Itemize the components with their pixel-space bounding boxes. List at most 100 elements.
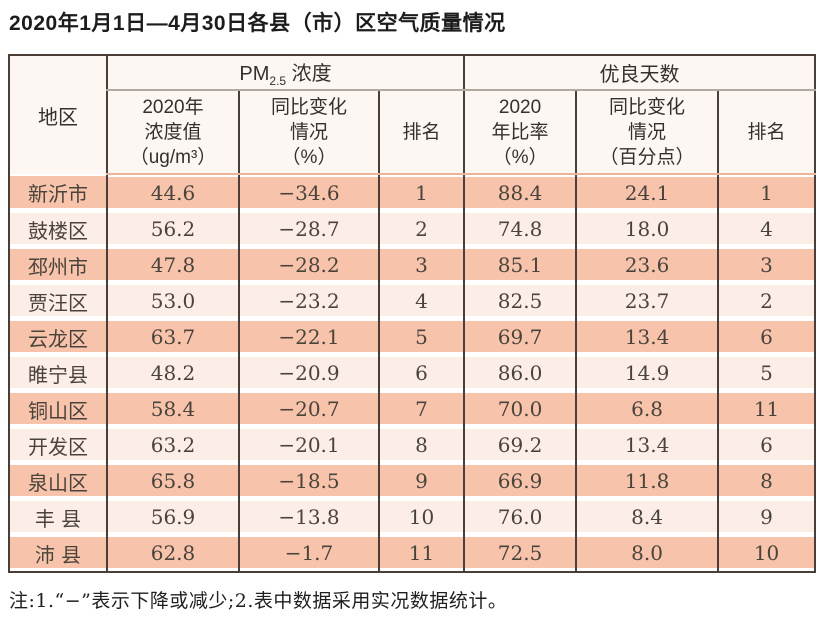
- cell-good-change: 6.8: [575, 391, 719, 428]
- cell-good-rank: 3: [717, 247, 816, 284]
- cell-pm-rank: 7: [377, 391, 465, 428]
- cell-good-rate: 69.2: [463, 427, 577, 464]
- cell-good-rate: 88.4: [463, 174, 577, 212]
- cell-good-rate: 74.8: [463, 211, 577, 248]
- cell-good-change: 24.1: [575, 174, 719, 212]
- cell-good-rate: 82.5: [463, 283, 577, 320]
- cell-pm-value: 48.2: [106, 355, 239, 392]
- cell-pm-rank: 5: [377, 319, 465, 356]
- table-row: 贾汪区 53.0 −23.2 4 82.5 23.7 2: [9, 283, 816, 320]
- cell-good-rate: 72.5: [463, 535, 577, 573]
- cell-good-rank: 6: [717, 427, 816, 464]
- cell-pm-change: −13.8: [238, 499, 379, 536]
- cell-good-rate: 69.7: [463, 319, 577, 356]
- cell-pm-change: −20.9: [238, 355, 379, 392]
- cell-pm-value: 56.9: [106, 499, 239, 536]
- cell-region: 鼓楼区: [9, 211, 107, 248]
- cell-pm-rank: 9: [377, 463, 465, 500]
- cell-good-rank: 1: [717, 174, 816, 212]
- cell-region: 新沂市: [9, 174, 107, 212]
- cell-pm-value: 47.8: [106, 247, 239, 284]
- cell-good-rank: 11: [717, 391, 816, 428]
- pm25-label-suffix: 浓度: [286, 63, 332, 86]
- cell-good-change: 14.9: [575, 355, 719, 392]
- table-row: 云龙区 63.7 −22.1 5 69.7 13.4 6: [9, 319, 816, 356]
- cell-pm-value: 63.7: [106, 319, 239, 356]
- col-header-good-change: 同比变化 情况 （百分点）: [575, 90, 719, 176]
- cell-good-change: 13.4: [575, 319, 719, 356]
- cell-good-rank: 6: [717, 319, 816, 356]
- table-row: 沛 县 62.8 −1.7 11 72.5 8.0 10: [9, 535, 816, 573]
- cell-pm-value: 53.0: [106, 283, 239, 320]
- table-row: 新沂市 44.6 −34.6 1 88.4 24.1 1: [9, 174, 816, 212]
- cell-good-change: 8.4: [575, 499, 719, 536]
- cell-pm-change: −28.7: [238, 211, 379, 248]
- cell-good-rate: 85.1: [463, 247, 577, 284]
- cell-region: 云龙区: [9, 319, 107, 356]
- col-header-region: 地区: [9, 55, 107, 175]
- cell-good-rank: 10: [717, 535, 816, 573]
- cell-good-rank: 4: [717, 211, 816, 248]
- footnote: 注:1.“−”表示下降或减少;2.表中数据采用实况数据统计。: [9, 590, 508, 613]
- cell-pm-change: −1.7: [238, 535, 379, 573]
- table-row: 泉山区 65.8 −18.5 9 66.9 11.8 8: [9, 463, 816, 500]
- table-row: 鼓楼区 56.2 −28.7 2 74.8 18.0 4: [9, 211, 816, 248]
- table-row: 睢宁县 48.2 −20.9 6 86.0 14.9 5: [9, 355, 816, 392]
- cell-good-rate: 66.9: [463, 463, 577, 500]
- table-row: 邳州市 47.8 −28.2 3 85.1 23.6 3: [9, 247, 816, 284]
- cell-region: 邳州市: [9, 247, 107, 284]
- cell-good-change: 11.8: [575, 463, 719, 500]
- cell-good-rank: 5: [717, 355, 816, 392]
- cell-good-rank: 8: [717, 463, 816, 500]
- page-title: 2020年1月1日—4月30日各县（市）区空气质量情况: [9, 12, 506, 35]
- cell-pm-change: −22.1: [238, 319, 379, 356]
- cell-pm-rank: 8: [377, 427, 465, 464]
- table-row: 丰 县 56.9 −13.8 10 76.0 8.4 9: [9, 499, 816, 536]
- table-header: 地区 PM2.5 浓度 优良天数 2020年 浓度值 （ug/m³） 同比变化 …: [9, 55, 816, 176]
- cell-good-change: 18.0: [575, 211, 719, 248]
- col-header-pm-value: 2020年 浓度值 （ug/m³）: [106, 90, 239, 176]
- sub-header-row: 2020年 浓度值 （ug/m³） 同比变化 情况 （%） 排名 2020 年比…: [9, 90, 816, 176]
- cell-pm-value: 65.8: [106, 463, 239, 500]
- col-group-pm25: PM2.5 浓度: [105, 55, 465, 92]
- cell-region: 铜山区: [9, 391, 107, 428]
- cell-good-rank: 2: [717, 283, 816, 320]
- col-header-pm-change: 同比变化 情况 （%）: [238, 90, 379, 176]
- cell-pm-change: −20.1: [238, 427, 379, 464]
- cell-region: 丰 县: [9, 499, 107, 536]
- cell-pm-change: −34.6: [238, 174, 379, 212]
- table-body: 新沂市 44.6 −34.6 1 88.4 24.1 1 鼓楼区 56.2 −28.7 2 74.8 1…: [9, 174, 816, 573]
- cell-good-change: 23.7: [575, 283, 719, 320]
- col-header-good-rank: 排名: [717, 90, 816, 176]
- cell-region: 开发区: [9, 427, 107, 464]
- col-header-good-rate: 2020 年比率 （%）: [463, 90, 577, 176]
- cell-pm-rank: 6: [377, 355, 465, 392]
- cell-pm-value: 56.2: [106, 211, 239, 248]
- cell-pm-rank: 1: [377, 174, 465, 212]
- cell-good-change: 23.6: [575, 247, 719, 284]
- cell-good-rate: 86.0: [463, 355, 577, 392]
- cell-pm-rank: 3: [377, 247, 465, 284]
- air-quality-table: 地区 PM2.5 浓度 优良天数 2020年 浓度值 （ug/m³） 同比变化 …: [8, 54, 817, 574]
- table-row: 开发区 63.2 −20.1 8 69.2 13.4 6: [9, 427, 816, 464]
- group-header-row: 地区 PM2.5 浓度 优良天数: [9, 55, 816, 175]
- col-group-good-days: 优良天数: [463, 55, 816, 92]
- pm25-label-subscript: 2.5: [269, 74, 287, 89]
- cell-good-change: 8.0: [575, 535, 719, 573]
- cell-region: 贾汪区: [9, 283, 107, 320]
- cell-good-change: 13.4: [575, 427, 719, 464]
- table-row: 铜山区 58.4 −20.7 7 70.0 6.8 11: [9, 391, 816, 428]
- cell-pm-value: 62.8: [106, 535, 239, 573]
- cell-pm-rank: 10: [377, 499, 465, 536]
- cell-pm-change: −20.7: [238, 391, 379, 428]
- cell-region: 泉山区: [9, 463, 107, 500]
- cell-pm-rank: 2: [377, 211, 465, 248]
- cell-pm-change: −23.2: [238, 283, 379, 320]
- cell-good-rate: 76.0: [463, 499, 577, 536]
- cell-region: 睢宁县: [9, 355, 107, 392]
- cell-pm-rank: 4: [377, 283, 465, 320]
- pm25-label-prefix: PM: [239, 63, 270, 86]
- cell-pm-change: −18.5: [238, 463, 379, 500]
- cell-pm-value: 44.6: [106, 174, 239, 212]
